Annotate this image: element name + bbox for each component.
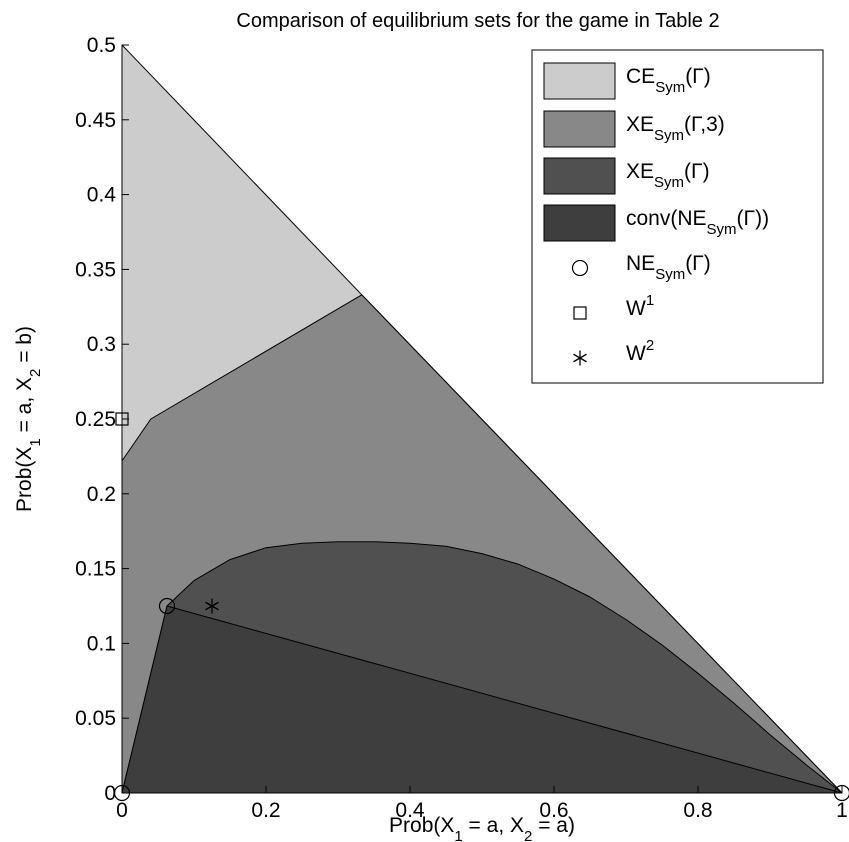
- marker-circle: [113, 784, 131, 802]
- legend-item: NESym(Γ): [571, 252, 711, 283]
- legend-label: XESym(Γ): [626, 160, 710, 191]
- legend-label: NESym(Γ): [626, 252, 711, 283]
- marker-circle: [833, 784, 849, 802]
- x-tick-label: 1: [836, 799, 848, 822]
- legend-marker-asterisk: [573, 350, 587, 366]
- y-tick-label: 0.3: [87, 333, 116, 356]
- marker-square: [115, 412, 129, 426]
- y-tick-label: 0.45: [75, 109, 116, 132]
- axes: 0 0.2 0.4 0.6 0.8 1 0 0.05 0.1 0.15 0.2 0.25 0.3 0.35…: [75, 34, 848, 822]
- chart-title: Comparison of equilibrium sets for the g…: [236, 10, 719, 32]
- svg-text:Prob(X1 = a, X2 = b): Prob(X1 = a, X2 = b): [13, 326, 44, 512]
- x-axis-label: Prob(X1 = a, X2 = a): [389, 814, 575, 842]
- y-tick-label: 0.2: [87, 483, 116, 506]
- legend-item: conv(NESym(Γ)): [543, 204, 769, 242]
- legend: CESym(Γ) XESym(Γ,3) XESym(Γ) conv(NESym(Γ))…: [531, 49, 824, 384]
- y-tick-label: 0.5: [87, 34, 116, 57]
- y-tick-label: 0.05: [75, 707, 116, 730]
- region-layer: [121, 44, 843, 794]
- legend-item: CESym(Γ): [543, 62, 711, 100]
- y-tick-label: 0.4: [87, 184, 117, 207]
- y-tick-label: 0.35: [75, 258, 116, 281]
- legend-label: W1: [626, 292, 654, 320]
- legend-swatch: [543, 157, 616, 195]
- y-tick-label: 0.15: [75, 558, 116, 581]
- legend-label: conv(NESym(Γ)): [626, 207, 769, 238]
- y-tick-label: 0.25: [75, 408, 116, 431]
- svg-text:Prob(X1 = a, X2 = a): Prob(X1 = a, X2 = a): [389, 814, 575, 842]
- x-tick-label: 0.4: [395, 799, 425, 822]
- legend-item: XESym(Γ,3): [543, 110, 725, 148]
- x-tick-label: 0.2: [251, 799, 280, 822]
- legend-item: W2: [573, 337, 654, 366]
- legend-label: XESym(Γ,3): [626, 113, 725, 144]
- y-tick-label: 0.1: [87, 632, 116, 655]
- legend-marker-circle: [571, 259, 589, 277]
- y-tick-label: 0: [104, 782, 116, 805]
- legend-item: W1: [573, 292, 654, 320]
- legend-swatch: [543, 110, 616, 148]
- legend-swatch: [543, 62, 616, 100]
- y-axis-label: Prob(X1 = a, X2 = b): [13, 326, 44, 512]
- marker-circle: [158, 597, 176, 615]
- x-tick-label: 0.6: [539, 799, 568, 822]
- marker-layer: [113, 412, 849, 802]
- legend-label: W2: [626, 337, 654, 365]
- legend-item: XESym(Γ): [543, 157, 710, 195]
- marker-asterisk: [205, 598, 219, 614]
- legend-label: CESym(Γ): [626, 65, 711, 96]
- x-tick-label: 0: [116, 799, 128, 822]
- x-tick-label: 0.8: [683, 799, 712, 822]
- legend-swatch: [543, 204, 616, 242]
- legend-marker-square: [573, 306, 587, 320]
